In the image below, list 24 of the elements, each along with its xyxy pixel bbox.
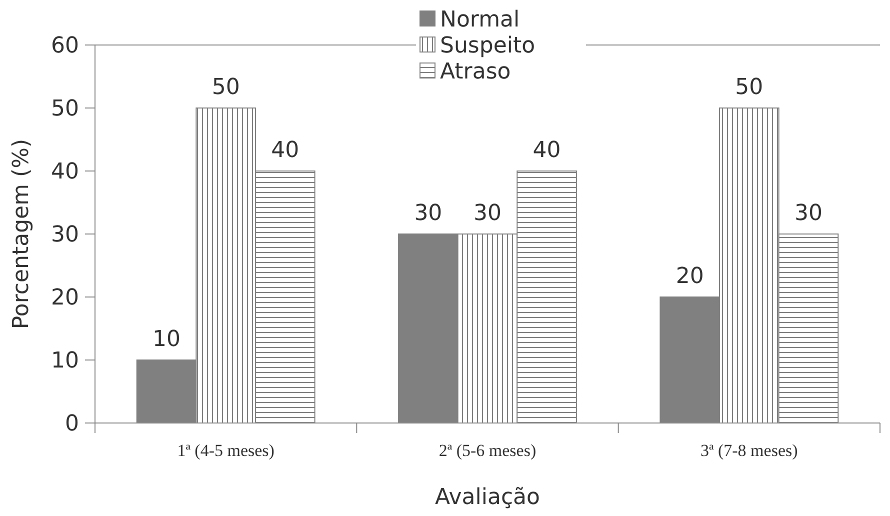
y-tick-label: 20 [51,286,79,311]
data-label: 30 [794,201,822,226]
x-axis-title: Avaliação [434,485,540,510]
data-label: 30 [474,201,502,226]
data-label: 10 [152,327,181,352]
x-tick-label: 1ª (4-5 meses) [177,441,274,460]
data-label: 40 [271,138,300,163]
data-label: 50 [735,75,764,100]
y-axis-title: Porcentagem (%) [9,138,34,330]
y-tick-label: 30 [51,222,79,248]
data-label: 20 [676,264,704,289]
y-tick-label: 0 [65,412,79,437]
y-tick-label: 50 [51,96,79,122]
data-label: 40 [532,138,561,163]
y-tick-label: 60 [51,34,79,59]
legend-label: Atraso [440,60,511,85]
data-label: 30 [414,201,442,226]
data-label: 50 [212,75,240,100]
x-tick-label: 2ª (5-6 meses) [438,441,536,460]
legend-label: Normal [440,8,520,33]
y-tick-label: 10 [51,348,79,374]
y-tick-label: 40 [51,160,79,185]
x-tick-label: 3ª (7-8 meses) [700,441,798,460]
legend-label: Suspeito [440,34,536,59]
